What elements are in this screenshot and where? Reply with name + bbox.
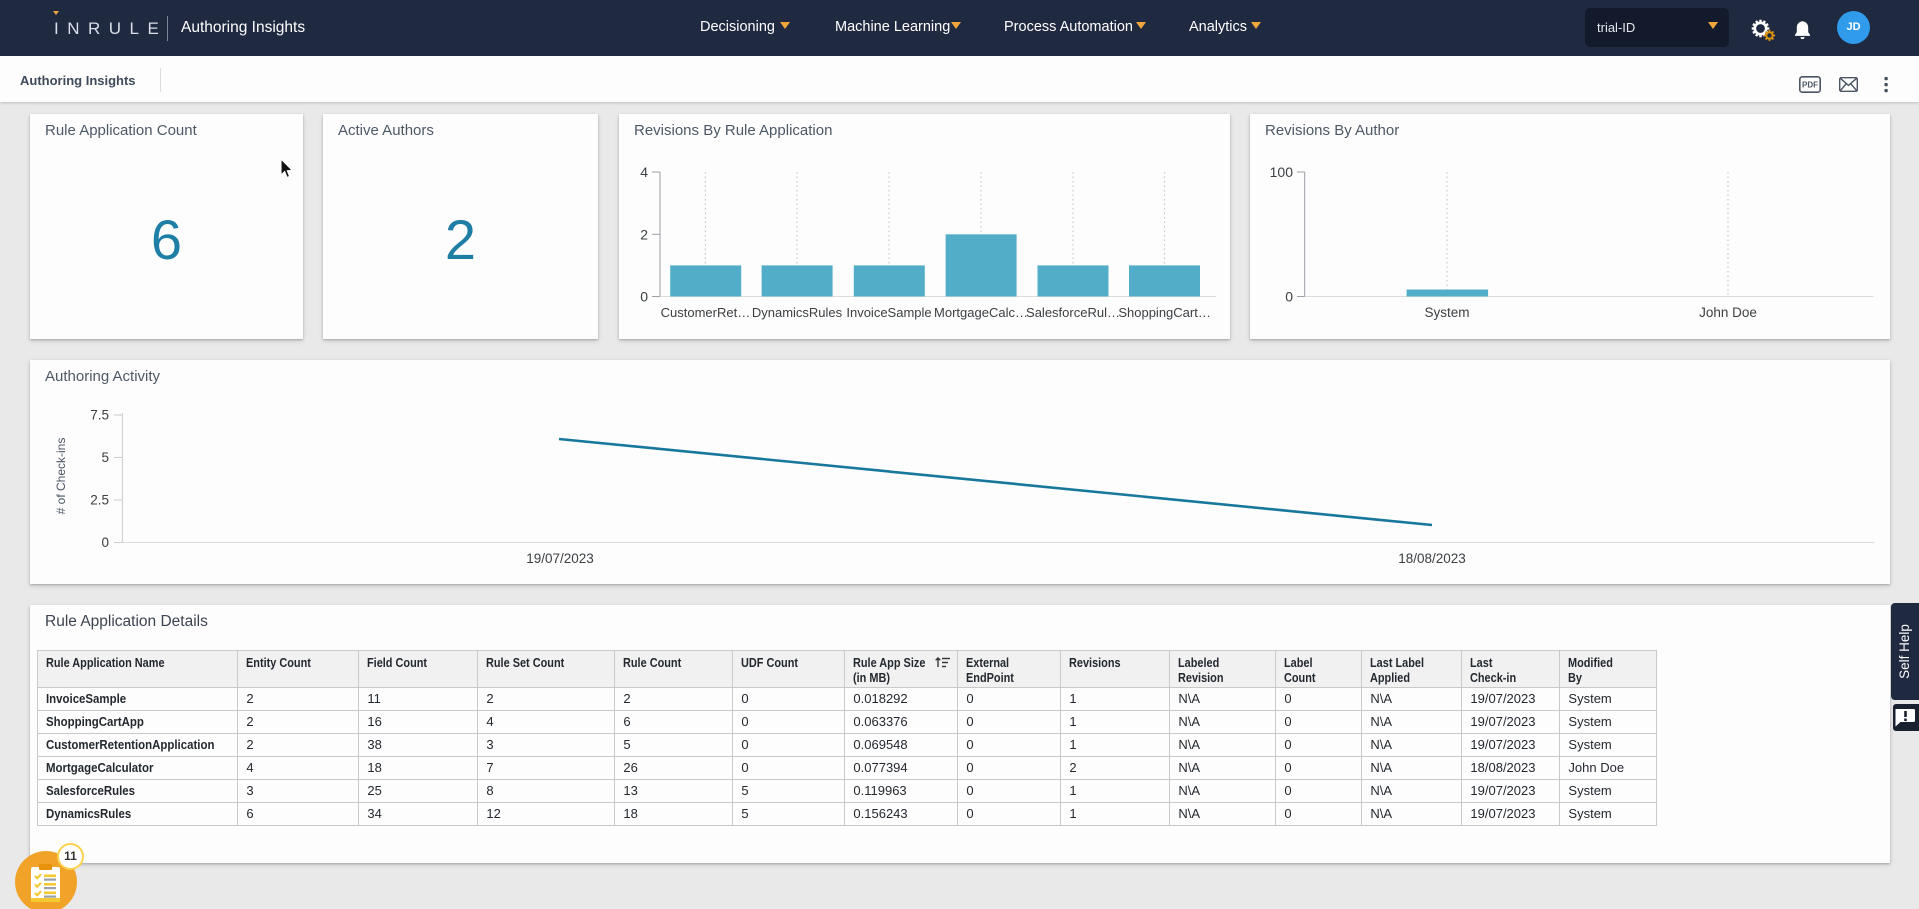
svg-text:19/07/2023: 19/07/2023 <box>526 551 594 566</box>
svg-text:SalesforceRul…: SalesforceRul… <box>1026 305 1120 320</box>
svg-text:0: 0 <box>101 535 109 550</box>
svg-text:18/08/2023: 18/08/2023 <box>1398 551 1466 566</box>
svg-text:InvoiceSample: InvoiceSample <box>846 305 931 320</box>
svg-text:DynamicsRules: DynamicsRules <box>752 305 843 320</box>
svg-text:0: 0 <box>1285 289 1293 305</box>
svg-text:PDF: PDF <box>1802 81 1818 90</box>
svg-text:2.5: 2.5 <box>90 493 109 508</box>
svg-text:7.5: 7.5 <box>90 408 109 423</box>
svg-text:# of Check-ins: # of Check-ins <box>54 438 68 515</box>
svg-text:System: System <box>1424 305 1469 320</box>
svg-text:5: 5 <box>101 450 109 465</box>
svg-text:0: 0 <box>640 289 648 305</box>
svg-text:John Doe: John Doe <box>1699 305 1757 320</box>
svg-text:CustomerRet…: CustomerRet… <box>661 305 751 320</box>
svg-text:MortgageCalc…: MortgageCalc… <box>934 305 1028 320</box>
svg-text:100: 100 <box>1270 164 1294 180</box>
svg-text:2: 2 <box>640 226 648 242</box>
svg-text:ShoppingCart…: ShoppingCart… <box>1118 305 1211 320</box>
svg-text:4: 4 <box>640 164 648 180</box>
